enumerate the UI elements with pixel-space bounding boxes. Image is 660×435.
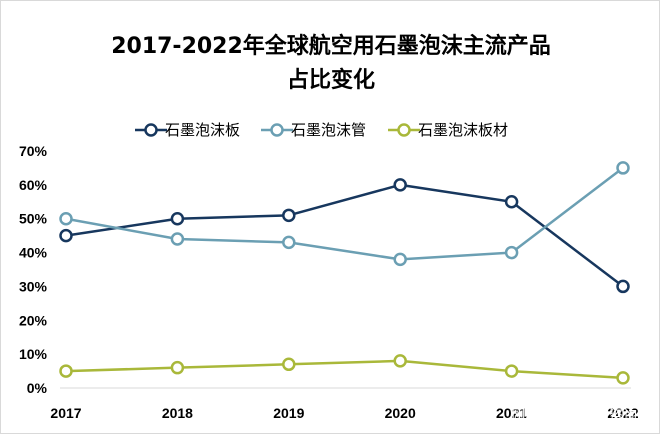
data-point <box>170 211 185 226</box>
data-point <box>393 252 407 267</box>
series-1 <box>59 178 630 294</box>
legend-label: 石墨泡沫板材 <box>418 121 508 139</box>
legend-swatch-marker <box>397 123 411 137</box>
legend-swatch-marker <box>144 123 158 137</box>
data-point <box>59 228 73 243</box>
data-point <box>282 235 296 250</box>
legend-label: 石墨泡沫板 <box>165 121 240 139</box>
y-tick-label: 70% <box>19 143 48 159</box>
data-point <box>393 354 407 368</box>
data-point <box>59 364 73 378</box>
y-tick-label: 40% <box>19 245 48 261</box>
data-point <box>504 364 519 378</box>
axes: 0% 10% 20% 30% 40% 50% 60% 70% 2017 2018 2019 2020 2… <box>19 143 639 421</box>
series-line <box>65 183 624 288</box>
data-point <box>616 161 630 175</box>
series-3 <box>59 354 630 385</box>
y-tick-label: 0% <box>27 380 48 396</box>
x-tick-label: 2019 <box>273 405 304 421</box>
legend-item: 石墨泡沫管 <box>261 121 366 139</box>
series-line <box>65 359 624 380</box>
legend-swatch-marker <box>270 123 284 137</box>
y-tick-label: 60% <box>19 177 48 193</box>
watermark: 网易号 | 贝哲斯咨询 <box>511 408 637 424</box>
data-point <box>393 178 407 192</box>
data-point <box>504 245 519 260</box>
x-tick-label: 2017 <box>50 405 81 421</box>
data-point <box>616 279 630 294</box>
series-2 <box>59 161 630 267</box>
chart-title-line-2: 占比变化 <box>287 67 375 93</box>
series-line <box>65 166 624 261</box>
x-tick-label: 2021 <box>496 405 527 421</box>
data-point <box>282 208 296 223</box>
legend-item: 石墨泡沫板 <box>135 121 240 139</box>
legend: 石墨泡沫板 石墨泡沫管 石墨泡沫板材 <box>135 121 508 139</box>
watermark-text: 网易号 | 贝哲斯咨询 <box>511 408 637 424</box>
data-point <box>504 195 519 209</box>
data-point <box>170 232 185 246</box>
y-tick-label: 50% <box>19 211 48 227</box>
data-point <box>170 360 185 375</box>
data-point <box>59 211 73 226</box>
legend-item: 石墨泡沫板材 <box>388 121 508 139</box>
y-tick-label: 30% <box>19 278 48 294</box>
chart-title: 2017-2022年全球航空用石墨泡沫主流产品 占比变化 <box>111 33 551 93</box>
x-tick-label: 2018 <box>162 405 193 421</box>
data-point <box>616 371 630 385</box>
y-tick-label: 20% <box>19 312 48 328</box>
chart-title-line-1: 2017-2022年全球航空用石墨泡沫主流产品 <box>111 33 551 59</box>
x-tick-label: 2022 <box>607 405 638 421</box>
legend-label: 石墨泡沫管 <box>291 121 366 139</box>
series-area <box>59 161 630 385</box>
x-tick-label: 2020 <box>385 405 416 421</box>
y-tick-label: 10% <box>19 346 48 362</box>
data-point <box>282 357 296 372</box>
